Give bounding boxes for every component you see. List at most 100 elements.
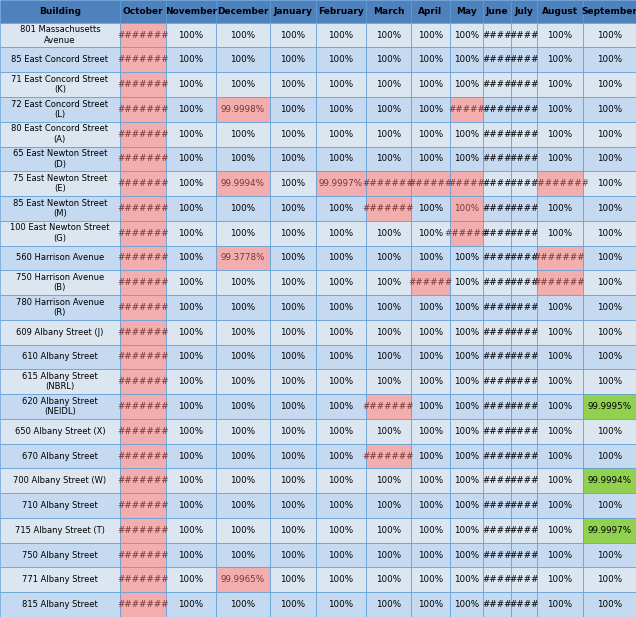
Bar [511, 0, 537, 23]
Bar [315, 394, 366, 419]
Text: ####: #### [509, 303, 539, 312]
Bar [410, 221, 450, 246]
Text: 100%: 100% [547, 377, 572, 386]
Text: 100%: 100% [376, 576, 401, 584]
Bar [216, 320, 270, 345]
Text: ####: #### [482, 452, 512, 460]
Bar [511, 97, 537, 122]
Text: ####: #### [509, 130, 539, 139]
Text: ####: #### [509, 501, 539, 510]
Bar [483, 345, 511, 370]
Text: 100%: 100% [454, 328, 479, 337]
Text: 100%: 100% [454, 352, 479, 362]
Bar [366, 97, 410, 122]
Text: 100%: 100% [230, 80, 256, 89]
Text: ####: #### [509, 526, 539, 535]
Bar [216, 419, 270, 444]
Bar [450, 122, 483, 146]
Bar [583, 493, 636, 518]
Text: 700 Albany Street (W): 700 Albany Street (W) [13, 476, 106, 486]
Bar [483, 468, 511, 493]
Bar [537, 468, 583, 493]
Bar [583, 122, 636, 146]
Bar [483, 295, 511, 320]
Bar [315, 419, 366, 444]
Bar [0, 97, 120, 122]
Bar [410, 270, 450, 295]
Text: #######: ####### [363, 204, 414, 213]
Text: 100%: 100% [179, 427, 204, 436]
Text: #######: ####### [117, 476, 169, 486]
Text: ####: #### [482, 179, 512, 188]
Bar [583, 72, 636, 97]
Text: 100%: 100% [376, 56, 401, 64]
Bar [483, 592, 511, 617]
Text: 100%: 100% [597, 303, 622, 312]
Bar [120, 568, 165, 592]
Text: 100%: 100% [418, 31, 443, 39]
Bar [410, 345, 450, 370]
Text: #######: ####### [117, 427, 169, 436]
Text: 100%: 100% [230, 328, 256, 337]
Bar [537, 23, 583, 48]
Bar [410, 419, 450, 444]
Bar [120, 444, 165, 468]
Text: 100%: 100% [418, 526, 443, 535]
Text: 100%: 100% [328, 105, 354, 114]
Text: #######: ####### [117, 80, 169, 89]
Text: 100%: 100% [597, 550, 622, 560]
Text: 100%: 100% [230, 377, 256, 386]
Bar [537, 196, 583, 221]
Bar [270, 543, 315, 568]
Bar [537, 592, 583, 617]
Bar [450, 97, 483, 122]
Bar [366, 394, 410, 419]
Bar [537, 48, 583, 72]
Text: ####: #### [482, 501, 512, 510]
Bar [0, 493, 120, 518]
Bar [165, 345, 216, 370]
Bar [583, 97, 636, 122]
Bar [165, 320, 216, 345]
Bar [537, 172, 583, 196]
Text: ####: #### [482, 229, 512, 238]
Text: 100%: 100% [179, 600, 204, 609]
Bar [483, 246, 511, 270]
Bar [537, 394, 583, 419]
Text: ####: #### [509, 154, 539, 164]
Bar [450, 295, 483, 320]
Text: 100%: 100% [418, 105, 443, 114]
Bar [410, 23, 450, 48]
Text: 100%: 100% [418, 56, 443, 64]
Bar [537, 543, 583, 568]
Bar [511, 295, 537, 320]
Bar [165, 270, 216, 295]
Text: 99.9994%: 99.9994% [221, 179, 265, 188]
Bar [483, 72, 511, 97]
Text: ####: #### [482, 303, 512, 312]
Text: 100%: 100% [230, 600, 256, 609]
Bar [165, 444, 216, 468]
Bar [120, 246, 165, 270]
Text: ####: #### [509, 105, 539, 114]
Text: October: October [122, 7, 163, 16]
Bar [165, 146, 216, 172]
Bar [270, 246, 315, 270]
Text: #######: ####### [117, 105, 169, 114]
Bar [450, 72, 483, 97]
Text: 100%: 100% [597, 179, 622, 188]
Text: 85 East Concord Street: 85 East Concord Street [11, 56, 108, 64]
Text: 100%: 100% [179, 402, 204, 411]
Text: 100%: 100% [328, 278, 354, 287]
Bar [120, 72, 165, 97]
Text: ####: #### [482, 31, 512, 39]
Bar [583, 394, 636, 419]
Text: 100%: 100% [376, 229, 401, 238]
Bar [315, 568, 366, 592]
Bar [270, 122, 315, 146]
Bar [315, 444, 366, 468]
Text: 100%: 100% [418, 154, 443, 164]
Bar [450, 221, 483, 246]
Text: 100%: 100% [454, 427, 479, 436]
Text: 100%: 100% [179, 154, 204, 164]
